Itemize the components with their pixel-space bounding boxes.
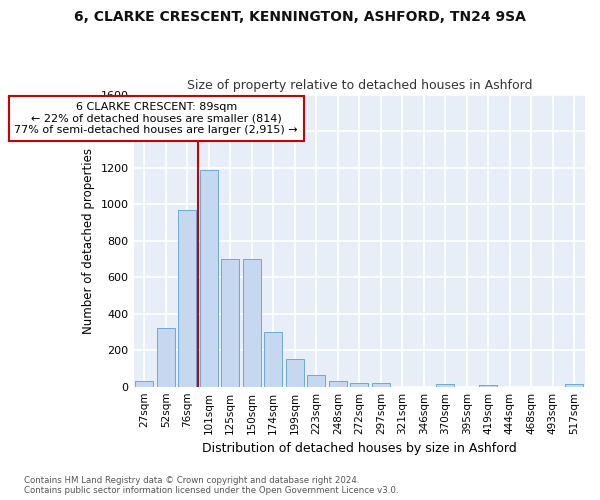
Bar <box>371 383 390 386</box>
Text: 6, CLARKE CRESCENT, KENNINGTON, ASHFORD, TN24 9SA: 6, CLARKE CRESCENT, KENNINGTON, ASHFORD,… <box>74 10 526 24</box>
Bar <box>479 385 497 386</box>
Bar <box>329 381 347 386</box>
Y-axis label: Number of detached properties: Number of detached properties <box>82 148 95 334</box>
Bar <box>242 259 261 386</box>
Bar <box>264 332 283 386</box>
X-axis label: Distribution of detached houses by size in Ashford: Distribution of detached houses by size … <box>202 442 517 455</box>
Bar <box>200 170 218 386</box>
Text: Contains HM Land Registry data © Crown copyright and database right 2024.
Contai: Contains HM Land Registry data © Crown c… <box>24 476 398 495</box>
Text: 6 CLARKE CRESCENT: 89sqm
← 22% of detached houses are smaller (814)
77% of semi-: 6 CLARKE CRESCENT: 89sqm ← 22% of detach… <box>14 102 298 135</box>
Bar <box>178 210 196 386</box>
Bar <box>436 384 454 386</box>
Bar <box>565 384 583 386</box>
Bar <box>157 328 175 386</box>
Bar <box>350 383 368 386</box>
Bar <box>307 375 325 386</box>
Bar <box>135 381 154 386</box>
Bar <box>286 360 304 386</box>
Bar <box>221 259 239 386</box>
Title: Size of property relative to detached houses in Ashford: Size of property relative to detached ho… <box>187 79 532 92</box>
